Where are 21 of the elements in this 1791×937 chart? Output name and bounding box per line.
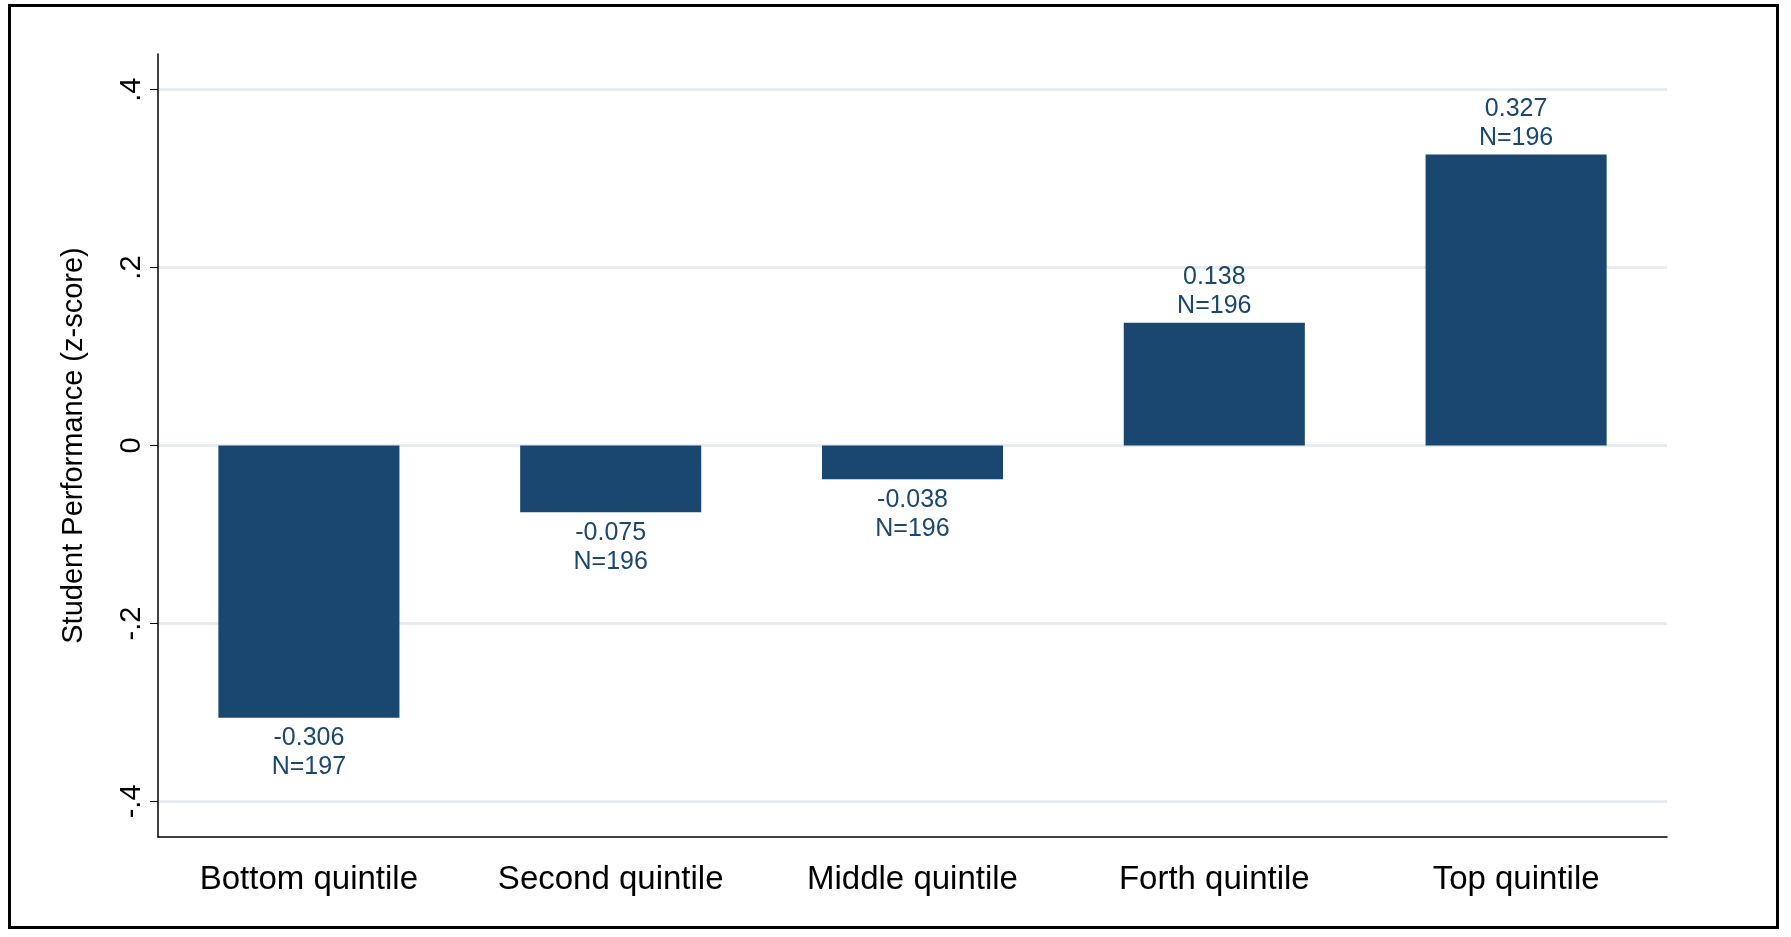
data-label: -0.075 N=196 bbox=[573, 516, 648, 574]
y-tick-label: -.2 bbox=[113, 606, 146, 641]
x-tick-label: Top quintile bbox=[1432, 859, 1600, 896]
y-tick-label: 0 bbox=[113, 437, 146, 454]
y-tick-label: .2 bbox=[113, 255, 146, 280]
data-label: 0.138 N=196 bbox=[1177, 261, 1252, 319]
y-tick-label: .4 bbox=[113, 77, 146, 102]
bar bbox=[520, 445, 702, 513]
x-tick-label: Second quintile bbox=[497, 859, 724, 896]
x-tick-label: Forth quintile bbox=[1118, 859, 1310, 896]
x-tick-label: Middle quintile bbox=[807, 859, 1018, 896]
x-tick-label: Bottom quintile bbox=[199, 859, 419, 896]
y-tick-label: -.4 bbox=[113, 784, 146, 819]
bar bbox=[1425, 154, 1607, 446]
bar bbox=[821, 445, 1004, 480]
data-label: -0.306 N=197 bbox=[271, 722, 347, 780]
bar bbox=[1123, 322, 1305, 446]
y-axis-title: Student Performance (z-score) bbox=[55, 247, 88, 644]
bar bbox=[218, 445, 400, 718]
data-label: 0.327 N=196 bbox=[1478, 93, 1554, 151]
data-label: -0.038 N=196 bbox=[875, 483, 950, 541]
